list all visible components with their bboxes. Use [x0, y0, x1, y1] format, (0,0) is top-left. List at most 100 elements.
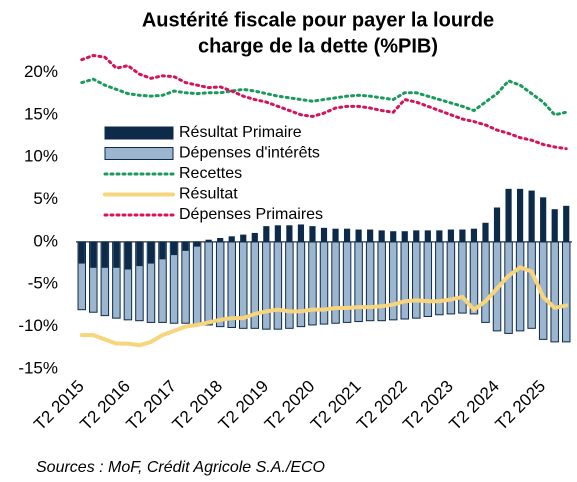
bar	[551, 209, 558, 243]
bar	[469, 241, 479, 315]
bar	[528, 190, 535, 243]
bar	[78, 241, 85, 264]
bar	[343, 228, 351, 243]
bar	[286, 225, 293, 243]
bar	[482, 222, 489, 243]
bar	[561, 241, 571, 343]
bar	[205, 239, 212, 243]
y-tick-label: 0%	[33, 231, 58, 250]
bar	[423, 241, 433, 317]
bar	[274, 225, 281, 243]
bar	[251, 232, 258, 243]
bar	[159, 241, 166, 260]
bar	[170, 241, 178, 256]
bar	[342, 241, 352, 323]
bar	[540, 197, 547, 243]
bar	[217, 238, 224, 243]
bar	[563, 205, 570, 243]
bar	[124, 241, 132, 270]
legend-label: Dépenses Primaires	[179, 206, 323, 223]
bar	[504, 241, 513, 334]
x-tick-label: T2 2019	[215, 377, 273, 435]
bar	[101, 241, 108, 268]
bar	[320, 227, 328, 243]
bar	[308, 241, 317, 326]
bar	[355, 229, 362, 243]
y-tick-label: -15%	[18, 358, 58, 377]
x-tick-label: T2 2025	[492, 377, 550, 435]
bar	[436, 230, 443, 243]
y-tick-label: 15%	[24, 104, 58, 123]
bar	[367, 229, 374, 243]
bar	[459, 229, 466, 243]
y-tick-label: -10%	[18, 316, 58, 335]
bar	[412, 241, 421, 319]
bar	[550, 241, 559, 343]
legend-swatch	[104, 126, 174, 140]
y-tick-label: 5%	[33, 189, 58, 208]
legend-swatch	[104, 147, 174, 160]
x-tick-label: T2 2018	[169, 377, 227, 435]
bar	[136, 241, 143, 267]
legend-label: Recettes	[179, 165, 242, 182]
bar	[90, 241, 97, 268]
legend-label: Résultat	[179, 186, 238, 203]
bar	[354, 241, 363, 323]
bar	[331, 241, 340, 324]
bar	[401, 231, 408, 243]
bar	[296, 241, 306, 328]
bar	[297, 224, 305, 243]
bar	[527, 241, 536, 329]
x-tick-label: T2 2024	[445, 377, 503, 435]
bar	[309, 226, 316, 243]
bar	[515, 241, 525, 332]
bar	[435, 241, 444, 316]
x-tick-label: T2 2023	[399, 377, 457, 435]
bar	[447, 229, 454, 243]
legend-label: Résultat Primaire	[179, 124, 302, 141]
bar	[194, 241, 201, 247]
bar	[240, 234, 247, 243]
bar	[516, 188, 524, 243]
bar	[446, 241, 456, 315]
y-tick-label: -5%	[28, 274, 58, 293]
bar	[332, 228, 339, 243]
bar	[424, 230, 431, 243]
x-tick-label: T2 2022	[353, 377, 411, 435]
bar	[493, 207, 501, 243]
line	[80, 77, 568, 117]
legend-label: Dépenses d'intérêts	[179, 145, 320, 162]
x-tick-label: T2 2015	[30, 377, 88, 435]
x-tick-label: T2 2021	[307, 377, 365, 435]
x-tick-label: T2 2017	[122, 377, 180, 435]
y-tick-label: 10%	[24, 147, 58, 166]
bar	[400, 241, 409, 320]
line	[80, 53, 568, 151]
bar	[181, 241, 190, 324]
bar	[227, 241, 236, 328]
bar	[378, 230, 385, 243]
y-tick-label: 20%	[24, 62, 58, 81]
source: Sources : MoF, Crédit Agricole S.A./ECO	[36, 459, 325, 476]
bar	[182, 241, 189, 251]
line	[79, 265, 569, 348]
bar	[263, 226, 270, 243]
bar	[319, 241, 329, 325]
bar	[470, 228, 478, 243]
bar	[228, 236, 235, 243]
x-tick-label: T2 2020	[261, 377, 319, 435]
bar	[113, 241, 120, 268]
bar	[262, 241, 271, 330]
bar	[413, 230, 420, 243]
bar	[285, 241, 294, 329]
bar	[215, 241, 225, 328]
bar	[147, 241, 155, 264]
bar	[505, 188, 512, 243]
bar	[388, 241, 398, 321]
bar	[273, 241, 283, 330]
bar	[192, 241, 202, 325]
chart-title: charge de la dette (%PIB)	[198, 35, 438, 57]
bar	[204, 241, 213, 326]
chart-title: Austérité fiscale pour payer la lourde	[142, 9, 494, 31]
